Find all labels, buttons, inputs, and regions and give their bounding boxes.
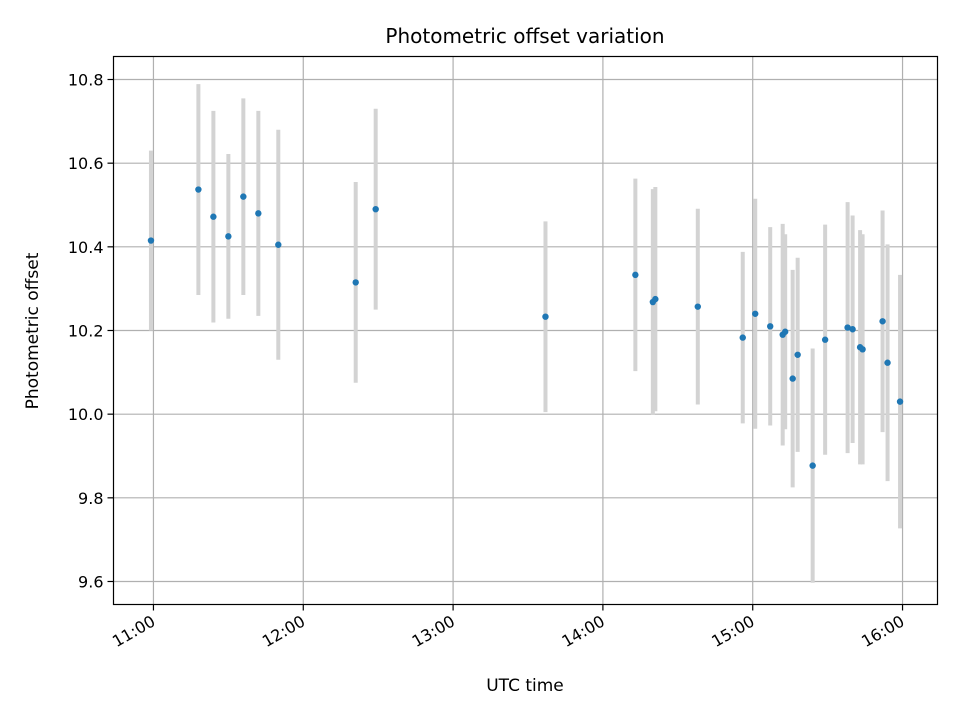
y-tick-label: 9.8 <box>78 489 103 508</box>
data-point <box>210 213 217 220</box>
y-axis-label: Photometric offset <box>23 252 43 409</box>
data-point <box>789 375 796 382</box>
data-point <box>240 193 247 200</box>
data-point <box>767 323 774 330</box>
data-point <box>781 328 789 335</box>
y-tick-label: 10.8 <box>68 71 104 90</box>
data-point <box>255 210 262 217</box>
data-point <box>352 279 359 286</box>
x-tick-label: 12:00 <box>259 612 308 652</box>
grid-lines <box>113 56 938 605</box>
data-point <box>884 359 891 366</box>
data-point <box>849 326 856 333</box>
y-tick-label: 10.4 <box>68 238 104 257</box>
x-tick-label: 11:00 <box>109 612 158 652</box>
data-point <box>879 318 886 325</box>
y-tick-label: 10.0 <box>68 405 104 424</box>
data-point <box>372 205 379 213</box>
data-point <box>809 462 816 469</box>
x-tick-label: 13:00 <box>409 612 458 652</box>
x-axis: 11:00 12:00 13:00 14:00 15:00 16:00 <box>109 604 908 652</box>
data-point <box>752 310 759 317</box>
data-point <box>275 241 282 248</box>
data-point <box>652 295 659 303</box>
data-point <box>542 313 549 320</box>
y-tick-label: 10.6 <box>68 154 104 173</box>
x-tick-label: 14:00 <box>558 612 607 652</box>
y-tick-label: 9.6 <box>78 572 103 591</box>
data-point <box>739 334 746 341</box>
data-point <box>794 351 801 358</box>
data-point <box>896 398 904 405</box>
data-point <box>195 186 202 193</box>
chart-title: Photometric offset variation <box>385 24 664 48</box>
data-point <box>844 324 851 331</box>
data-point <box>859 346 866 353</box>
y-axis: 9.6 9.8 10.0 10.2 10.4 10.6 10.8 <box>68 71 114 591</box>
data-point <box>694 303 701 310</box>
x-axis-label: UTC time <box>486 676 564 696</box>
x-tick-label: 15:00 <box>708 612 757 652</box>
data-points <box>147 186 904 469</box>
x-tick-label: 16:00 <box>858 612 907 652</box>
data-point <box>147 237 155 244</box>
data-point <box>821 336 829 343</box>
y-tick-label: 10.2 <box>68 322 104 341</box>
data-point <box>225 233 232 240</box>
data-point <box>632 271 639 279</box>
